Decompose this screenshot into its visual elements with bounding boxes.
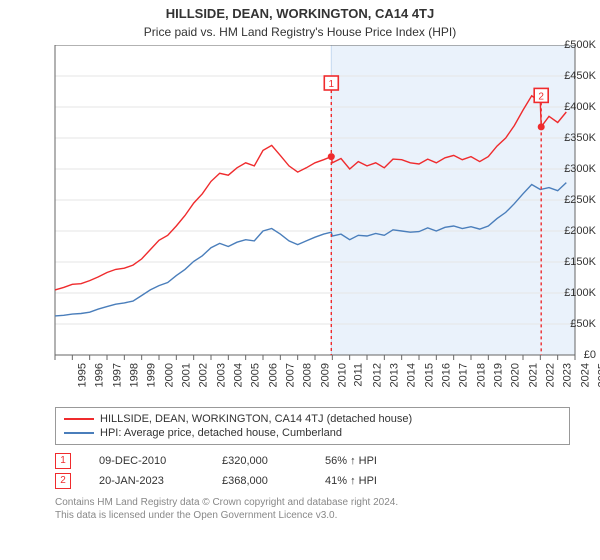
legend: HILLSIDE, DEAN, WORKINGTON, CA14 4TJ (de… bbox=[55, 407, 570, 445]
y-tick-label: £450K bbox=[545, 70, 596, 82]
legend-item: HPI: Average price, detached house, Cumb… bbox=[64, 426, 561, 440]
x-tick-label: 2004 bbox=[232, 363, 244, 387]
x-tick-label: 2003 bbox=[215, 363, 227, 387]
x-tick-label: 2009 bbox=[319, 363, 331, 387]
y-tick-label: £100K bbox=[545, 287, 596, 299]
y-tick-label: £300K bbox=[545, 163, 596, 175]
x-tick-label: 2007 bbox=[284, 363, 296, 387]
attribution: Contains HM Land Registry data © Crown c… bbox=[55, 497, 570, 522]
x-tick-label: 2010 bbox=[336, 363, 348, 387]
transaction-price: £368,000 bbox=[222, 475, 297, 487]
x-tick-label: 2008 bbox=[302, 363, 314, 387]
x-tick-label: 2017 bbox=[458, 363, 470, 387]
x-tick-label: 2011 bbox=[353, 363, 365, 387]
x-tick-label: 2015 bbox=[423, 363, 435, 387]
transaction-row: 2 20-JAN-2023 £368,000 41% ↑ HPI bbox=[55, 471, 570, 491]
x-tick-label: 2006 bbox=[267, 363, 279, 387]
page-title: HILLSIDE, DEAN, WORKINGTON, CA14 4TJ bbox=[0, 6, 600, 21]
y-tick-label: £50K bbox=[545, 318, 596, 330]
transaction-delta: 56% ↑ HPI bbox=[325, 455, 405, 467]
y-tick-label: £0 bbox=[545, 349, 596, 361]
svg-text:1: 1 bbox=[329, 79, 335, 90]
price-chart: 1 2 £0 £50K £100K £150K £200K £250K £300K £350K £4… bbox=[0, 45, 600, 399]
x-tick-label: 2022 bbox=[544, 363, 556, 387]
transaction-marker: 2 bbox=[55, 473, 71, 489]
x-tick-label: 1997 bbox=[111, 363, 123, 387]
page-subtitle: Price paid vs. HM Land Registry's House … bbox=[0, 25, 600, 39]
x-tick-label: 2005 bbox=[250, 363, 262, 387]
y-tick-label: £250K bbox=[545, 194, 596, 206]
y-tick-label: £200K bbox=[545, 225, 596, 237]
x-tick-label: 2002 bbox=[198, 363, 210, 387]
x-tick-label: 1998 bbox=[128, 363, 140, 387]
x-tick-label: 2012 bbox=[371, 363, 383, 387]
x-tick-label: 2014 bbox=[406, 363, 418, 387]
x-tick-label: 2020 bbox=[510, 363, 522, 387]
x-tick-label: 1999 bbox=[146, 363, 158, 387]
x-tick-label: 2018 bbox=[475, 363, 487, 387]
legend-swatch bbox=[64, 432, 94, 434]
y-tick-label: £500K bbox=[545, 39, 596, 51]
x-tick-label: 1996 bbox=[94, 363, 106, 387]
transaction-delta: 41% ↑ HPI bbox=[325, 475, 405, 487]
legend-item: HILLSIDE, DEAN, WORKINGTON, CA14 4TJ (de… bbox=[64, 412, 561, 426]
x-tick-label: 2001 bbox=[180, 363, 192, 387]
svg-text:2: 2 bbox=[538, 91, 544, 102]
x-tick-label: 2013 bbox=[388, 363, 400, 387]
transaction-date: 09-DEC-2010 bbox=[99, 455, 194, 467]
legend-label: HPI: Average price, detached house, Cumb… bbox=[100, 427, 342, 439]
x-tick-label: 2024 bbox=[579, 363, 591, 387]
transactions-table: 1 09-DEC-2010 £320,000 56% ↑ HPI 2 20-JAN-202… bbox=[55, 451, 570, 491]
y-tick-label: £350K bbox=[545, 132, 596, 144]
transaction-price: £320,000 bbox=[222, 455, 297, 467]
x-tick-label: 2021 bbox=[527, 363, 539, 387]
x-tick-label: 2025 bbox=[596, 363, 600, 387]
x-tick-label: 1995 bbox=[76, 363, 88, 387]
transaction-marker: 1 bbox=[55, 453, 71, 469]
y-tick-label: £400K bbox=[545, 101, 596, 113]
legend-label: HILLSIDE, DEAN, WORKINGTON, CA14 4TJ (de… bbox=[100, 413, 412, 425]
x-tick-label: 2019 bbox=[492, 363, 504, 387]
attribution-line: This data is licensed under the Open Gov… bbox=[55, 510, 570, 523]
transaction-row: 1 09-DEC-2010 £320,000 56% ↑ HPI bbox=[55, 451, 570, 471]
legend-swatch bbox=[64, 418, 94, 420]
transaction-date: 20-JAN-2023 bbox=[99, 475, 194, 487]
y-tick-label: £150K bbox=[545, 256, 596, 268]
x-tick-label: 2000 bbox=[163, 363, 175, 387]
attribution-line: Contains HM Land Registry data © Crown c… bbox=[55, 497, 570, 510]
x-tick-label: 2016 bbox=[440, 363, 452, 387]
x-tick-label: 2023 bbox=[562, 363, 574, 387]
